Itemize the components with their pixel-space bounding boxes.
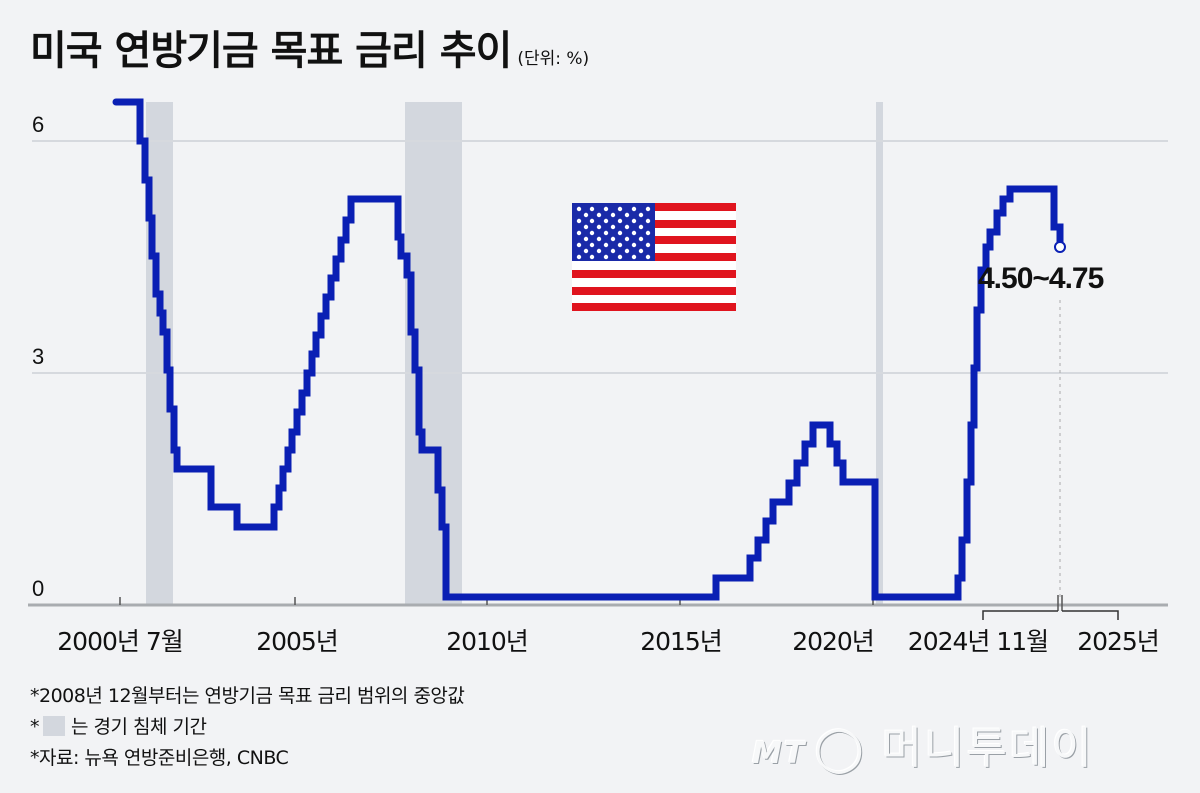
- x-tick-label-2010: 2010년: [446, 627, 529, 656]
- chart-title: 미국 연방기금 목표 금리 추이 (단위: %): [30, 18, 589, 76]
- chart-title-text: 미국 연방기금 목표 금리 추이: [30, 28, 512, 74]
- footnote-recession: * 는 경기 침체 기간: [30, 712, 207, 739]
- x-tick-label-2005: 2005년: [256, 627, 339, 656]
- recession-band-2020: [876, 102, 883, 605]
- logo-name: 머니투데이: [881, 723, 1094, 774]
- y-tick-label-3: 3: [32, 344, 45, 369]
- x-tick-label-2015: 2015년: [640, 627, 723, 656]
- moneytoday-logo: MT ◯ 머니투데이: [752, 712, 1094, 776]
- rate-line: [112, 98, 1064, 601]
- footnote-median: *2008년 12월부터는 연방기금 목표 금리 범위의 중앙값: [30, 685, 465, 707]
- recession-legend-swatch: [43, 716, 65, 736]
- x-tick-label-2025: 2025년: [1077, 627, 1160, 656]
- current-rate-marker: [1054, 241, 1066, 253]
- footnote-source: *자료: 뉴욕 연방준비은행, CNBC: [30, 747, 289, 769]
- x-tick-label-2024-nov: 2024년 11월: [907, 627, 1049, 656]
- x-tick-label-2020: 2020년: [792, 627, 875, 656]
- current-rate-annotation: 4.50~4.75: [978, 262, 1104, 295]
- y-tick-label-0: 0: [32, 576, 45, 601]
- x-tick-label-2000-jul: 2000년 7월: [57, 627, 183, 656]
- footnote-recession-text: 는 경기 침체 기간: [71, 716, 207, 738]
- footnote-recession-prefix: *: [30, 716, 40, 738]
- unit-label: (단위: %): [517, 49, 590, 69]
- x-axis-brackets: [982, 610, 1119, 620]
- y-tick-label-6: 6: [32, 112, 45, 137]
- us-flag-icon: [572, 203, 736, 311]
- logo-emblem-icon: ◯: [814, 723, 866, 774]
- logo-mt: MT: [752, 736, 807, 771]
